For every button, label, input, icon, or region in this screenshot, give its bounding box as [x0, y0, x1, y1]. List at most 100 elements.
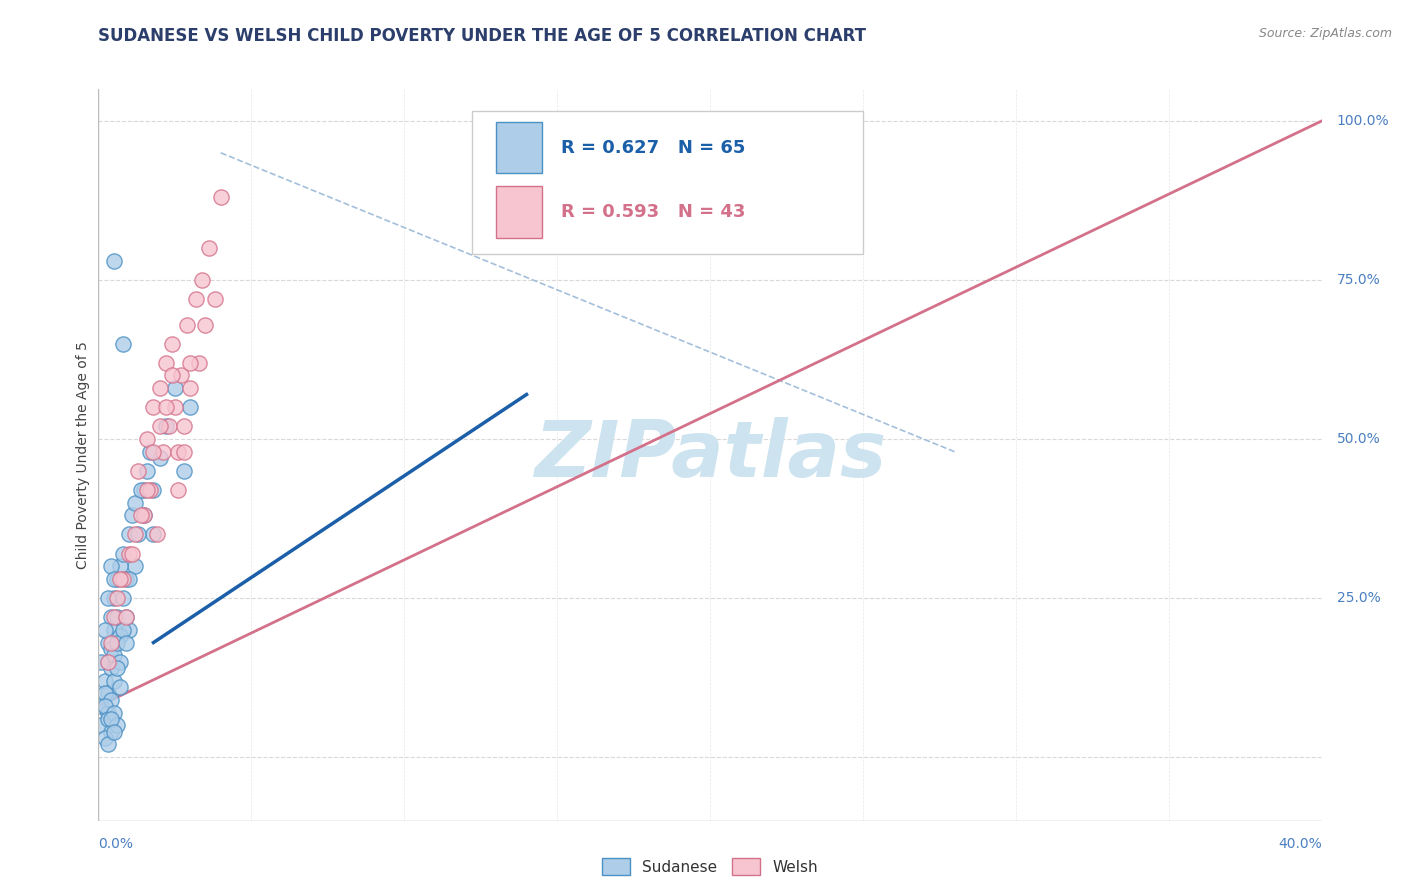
Text: 40.0%: 40.0% — [1278, 837, 1322, 851]
Point — [103, 706, 125, 720]
Point — [93, 731, 115, 745]
Point — [124, 559, 146, 574]
Point — [160, 336, 183, 351]
Point — [176, 318, 198, 332]
Text: 50.0%: 50.0% — [1337, 432, 1381, 446]
Point — [93, 673, 115, 688]
Point — [173, 419, 195, 434]
Point — [136, 483, 159, 497]
FancyBboxPatch shape — [496, 122, 543, 173]
FancyBboxPatch shape — [496, 186, 543, 237]
Point — [90, 718, 112, 732]
Point — [155, 401, 177, 415]
Point — [142, 401, 165, 415]
Point — [111, 591, 134, 605]
Point — [118, 572, 141, 586]
Point — [103, 572, 125, 586]
Point — [93, 686, 115, 700]
Point — [124, 527, 146, 541]
Point — [209, 190, 232, 204]
Point — [129, 508, 152, 523]
Point — [136, 432, 159, 446]
Point — [97, 686, 120, 700]
Text: ZIPatlas: ZIPatlas — [534, 417, 886, 493]
Point — [111, 572, 134, 586]
Point — [100, 712, 122, 726]
Point — [173, 464, 195, 478]
Point — [105, 661, 128, 675]
Text: Source: ZipAtlas.com: Source: ZipAtlas.com — [1258, 27, 1392, 40]
Point — [105, 610, 128, 624]
Point — [160, 368, 183, 383]
Point — [100, 724, 122, 739]
Point — [149, 381, 172, 395]
Point — [108, 572, 131, 586]
Point — [100, 641, 122, 656]
Point — [100, 693, 122, 707]
Point — [115, 610, 138, 624]
Point — [105, 591, 128, 605]
Point — [100, 559, 122, 574]
Point — [155, 356, 177, 370]
Point — [167, 483, 190, 497]
Point — [100, 661, 122, 675]
Point — [142, 444, 165, 458]
Point — [103, 591, 125, 605]
Point — [103, 254, 125, 268]
Point — [170, 368, 193, 383]
Point — [97, 591, 120, 605]
Text: R = 0.593   N = 43: R = 0.593 N = 43 — [561, 203, 745, 221]
Point — [118, 623, 141, 637]
Point — [97, 737, 120, 751]
Point — [115, 635, 138, 649]
Point — [97, 712, 120, 726]
Point — [111, 623, 134, 637]
Point — [100, 610, 122, 624]
Point — [139, 483, 162, 497]
Point — [134, 483, 156, 497]
Point — [173, 444, 195, 458]
Point — [129, 483, 152, 497]
Point — [111, 336, 134, 351]
Point — [97, 635, 120, 649]
Point — [163, 401, 186, 415]
Point — [145, 527, 167, 541]
Point — [105, 718, 128, 732]
Point — [204, 292, 226, 306]
Point — [108, 629, 131, 643]
Point — [149, 419, 172, 434]
Point — [103, 724, 125, 739]
Point — [103, 673, 125, 688]
Point — [155, 419, 177, 434]
Point — [100, 635, 122, 649]
Point — [127, 527, 149, 541]
Point — [90, 699, 112, 714]
Point — [121, 547, 143, 561]
Point — [108, 559, 131, 574]
Point — [121, 508, 143, 523]
Point — [103, 623, 125, 637]
Point — [118, 527, 141, 541]
Point — [127, 464, 149, 478]
FancyBboxPatch shape — [471, 112, 863, 253]
Text: 75.0%: 75.0% — [1337, 273, 1381, 287]
Point — [134, 508, 156, 523]
Point — [105, 572, 128, 586]
Point — [136, 464, 159, 478]
Text: SUDANESE VS WELSH CHILD POVERTY UNDER THE AGE OF 5 CORRELATION CHART: SUDANESE VS WELSH CHILD POVERTY UNDER TH… — [98, 27, 866, 45]
Point — [191, 273, 214, 287]
Point — [97, 655, 120, 669]
Text: 100.0%: 100.0% — [1337, 114, 1389, 128]
Y-axis label: Child Poverty Under the Age of 5: Child Poverty Under the Age of 5 — [76, 341, 90, 569]
Point — [142, 527, 165, 541]
Point — [90, 655, 112, 669]
Point — [97, 655, 120, 669]
Text: 0.0%: 0.0% — [98, 837, 134, 851]
Point — [108, 680, 131, 694]
Point — [152, 444, 174, 458]
Point — [103, 648, 125, 663]
Point — [105, 635, 128, 649]
Point — [186, 292, 208, 306]
Point — [179, 381, 201, 395]
Point — [134, 508, 156, 523]
